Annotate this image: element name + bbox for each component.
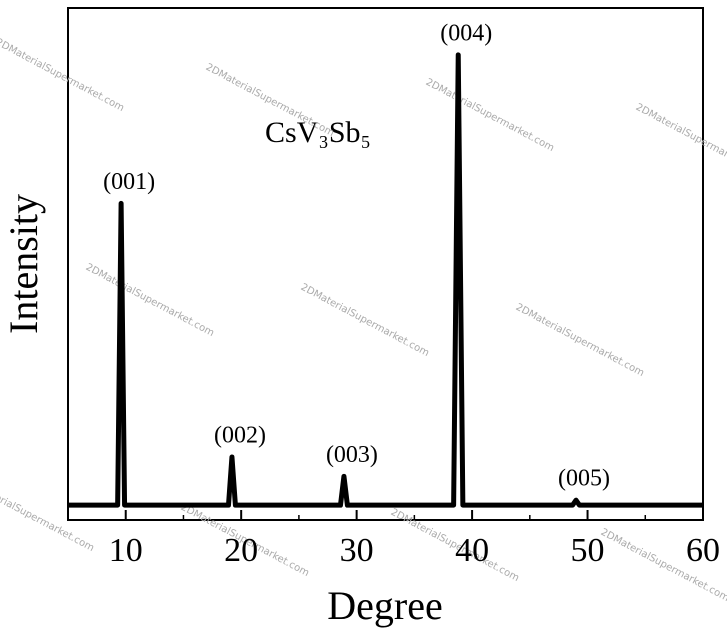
peak-label: (003) bbox=[326, 442, 378, 468]
peak-label: (002) bbox=[214, 422, 266, 448]
annotation: CsV₃Sb₅ bbox=[265, 116, 371, 149]
peak-label: (001) bbox=[103, 169, 155, 195]
x-tick-label: 40 bbox=[455, 532, 489, 569]
x-tick-label: 60 bbox=[686, 532, 720, 569]
watermark: 2DMaterialSupermarket.com bbox=[0, 37, 126, 114]
plot-frame bbox=[67, 7, 704, 521]
x-axis-label: Degree bbox=[327, 583, 442, 628]
watermark: 2DMaterialSupermarket.com bbox=[514, 302, 646, 379]
peak-label: (005) bbox=[558, 466, 610, 492]
watermark: 2DMaterialSupermarket.com bbox=[424, 77, 556, 154]
y-axis-label: Intensity bbox=[1, 194, 46, 334]
x-tick-label: 50 bbox=[571, 532, 605, 569]
watermark: 2DMaterialSupermarket.com bbox=[0, 477, 96, 554]
x-tick-label: 30 bbox=[340, 532, 374, 569]
xrd-pattern bbox=[68, 52, 703, 508]
peak-label: (004) bbox=[440, 20, 492, 46]
watermark: 2DMaterialSupermarket.com bbox=[634, 102, 727, 179]
x-tick-label: 20 bbox=[224, 532, 258, 569]
x-tick-label: 10 bbox=[109, 532, 143, 569]
watermark: 2DMaterialSupermarket.com bbox=[299, 282, 431, 359]
watermark: 2DMaterialSupermarket.com bbox=[84, 262, 216, 339]
